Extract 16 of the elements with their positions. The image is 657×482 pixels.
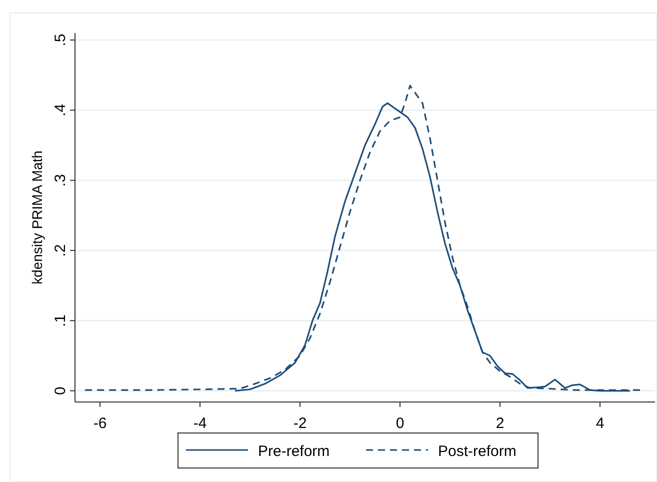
y-tick-label: .2 <box>52 244 69 257</box>
y-tick-label: .4 <box>52 104 69 116</box>
legend-label: Pre-reform <box>258 443 330 460</box>
x-tick-label: 4 <box>596 415 604 432</box>
x-tick-label: -6 <box>93 415 107 432</box>
x-tick-label: -4 <box>193 415 207 432</box>
legend-label: Post-reform <box>438 443 516 460</box>
line-series <box>84 84 641 391</box>
y-tick-label: 0 <box>52 386 69 395</box>
y-axis-title: kdensity PRIMA Math <box>29 150 45 284</box>
x-tick-label: -2 <box>293 415 307 432</box>
y-tick-label: .3 <box>52 174 69 187</box>
x-tick-label: 2 <box>496 415 504 432</box>
x-tick-label: 0 <box>396 415 404 432</box>
y-tick-label: .5 <box>52 34 69 46</box>
y-tick-label: .1 <box>52 314 69 327</box>
